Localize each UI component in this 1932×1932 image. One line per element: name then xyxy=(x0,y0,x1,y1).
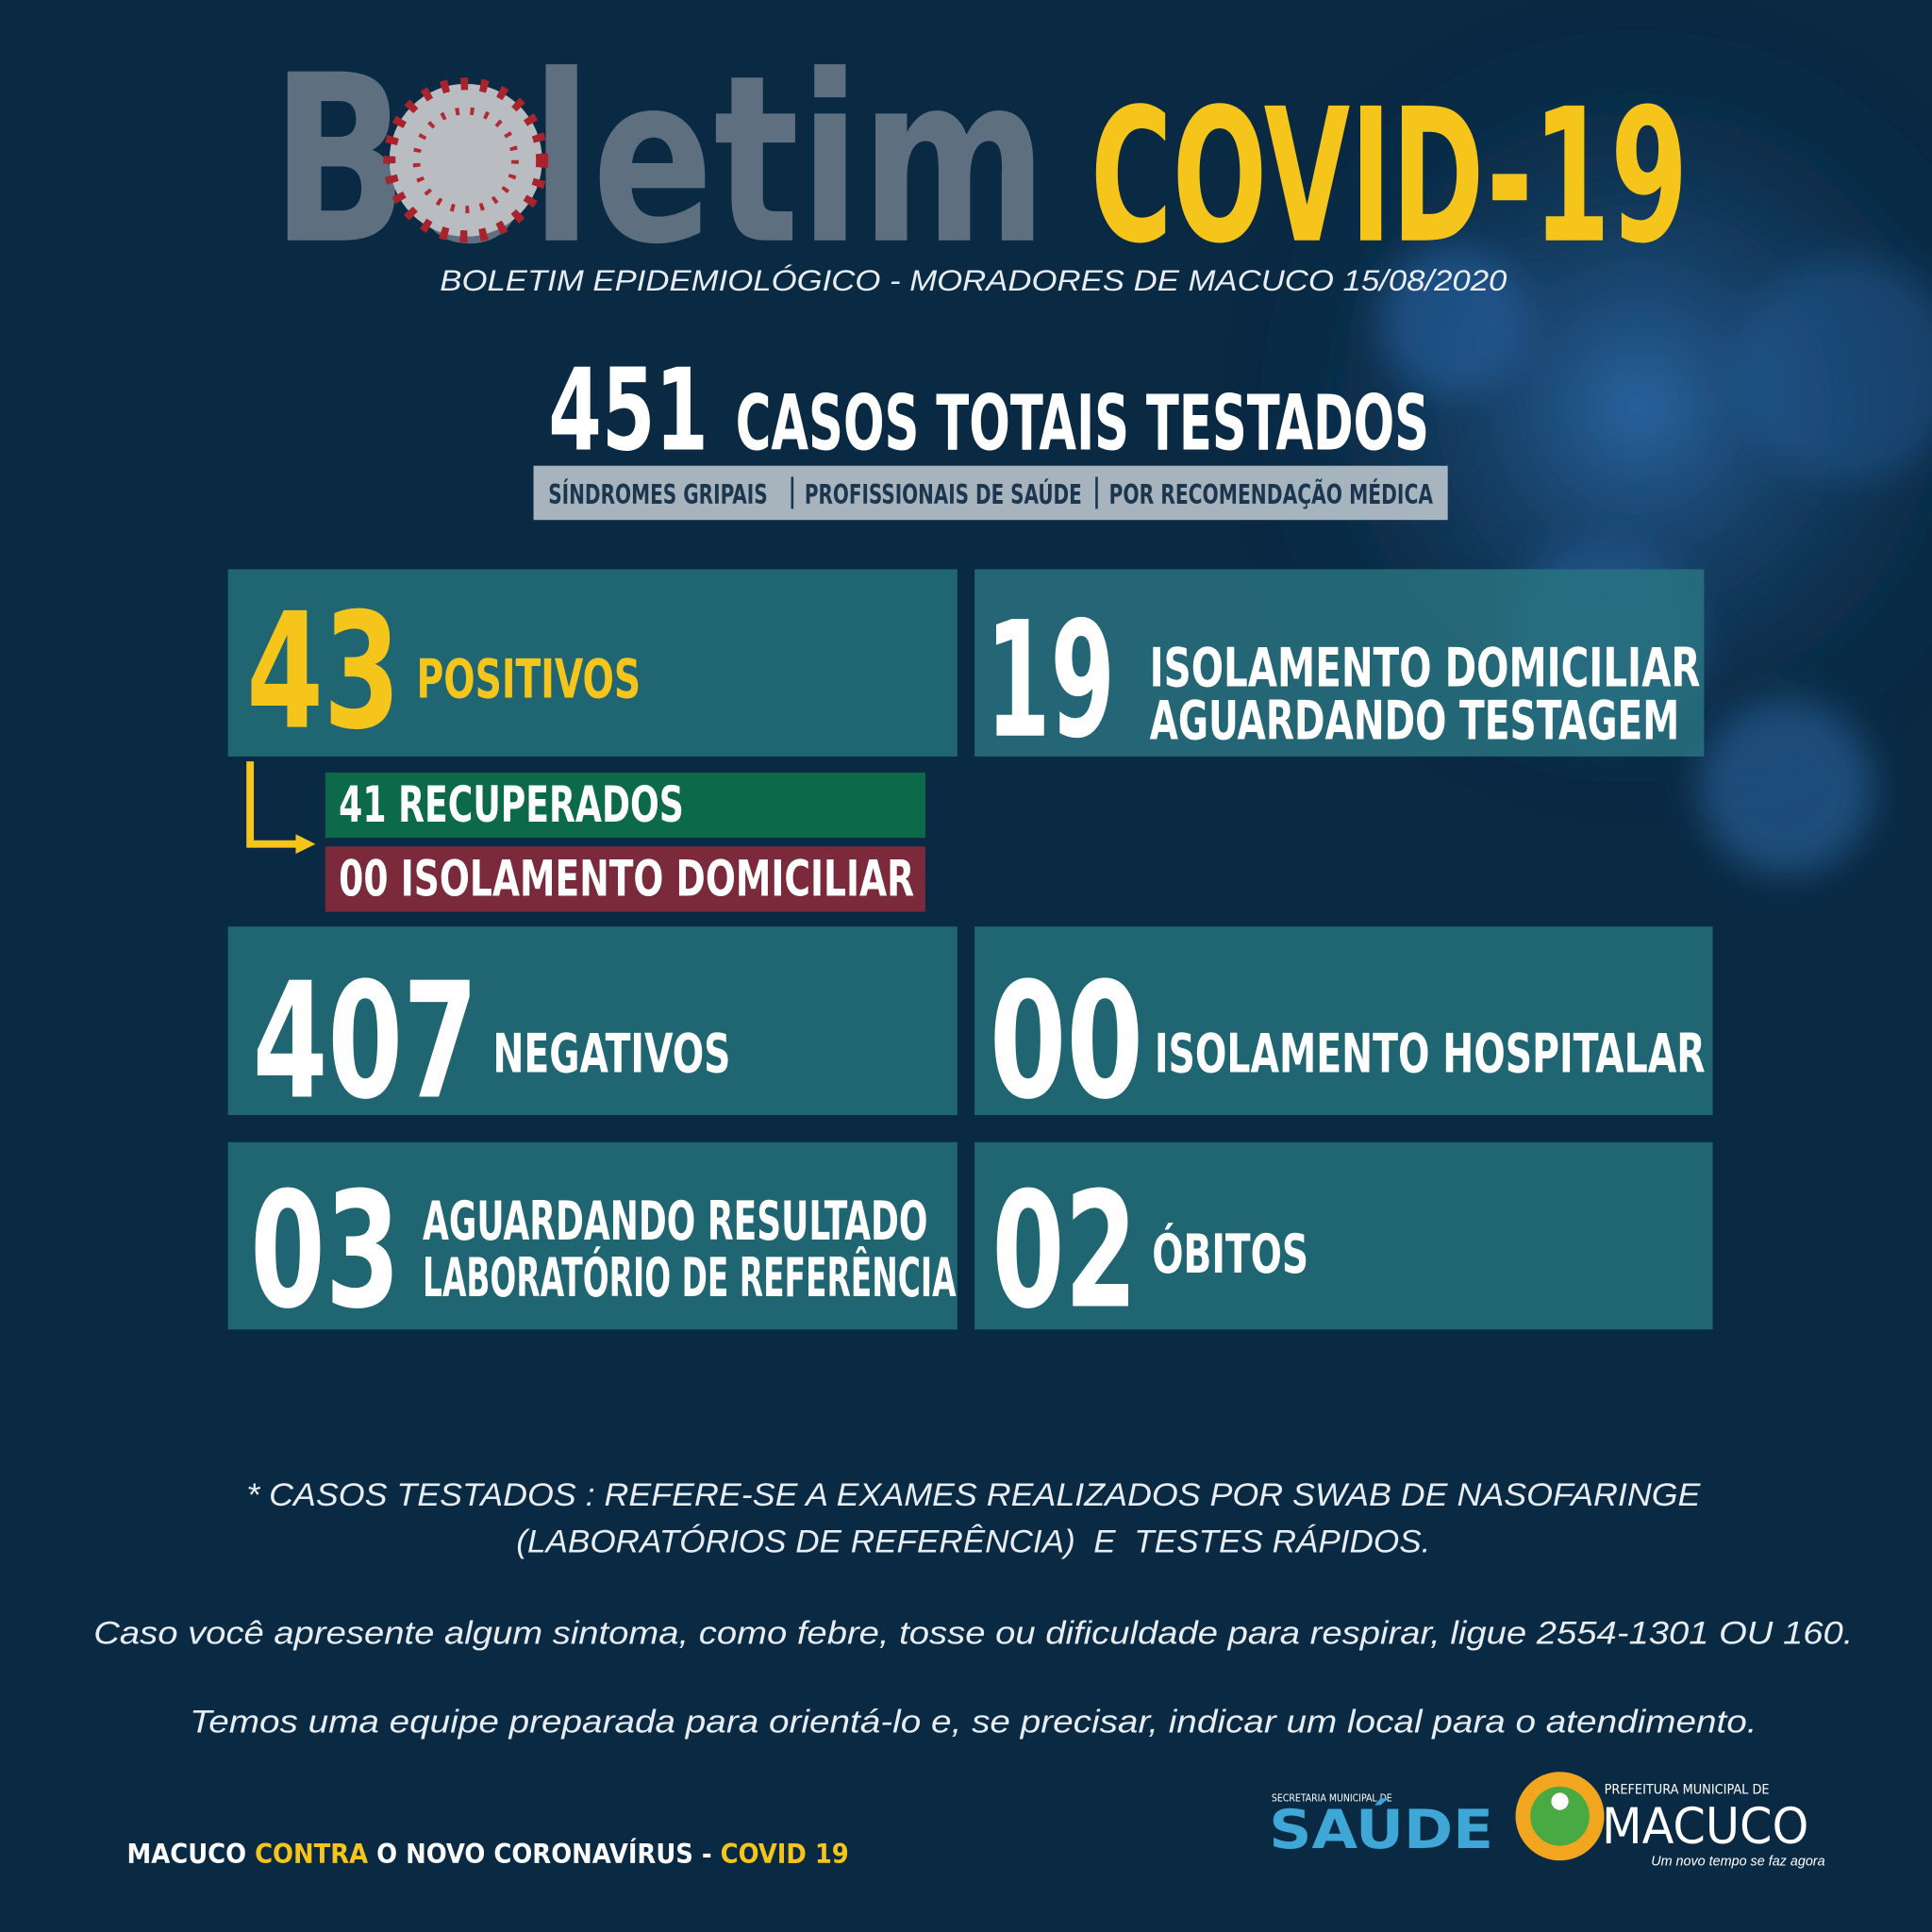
card-label: LABORATÓRIO DE REFERÊNCIA xyxy=(423,1245,957,1309)
title-highlight: COVID-19 xyxy=(1091,70,1688,285)
card xyxy=(227,1141,958,1330)
criteria-bar xyxy=(533,465,1448,521)
arrow xyxy=(246,761,299,848)
logo-motto: Um novo tempo se faz agora xyxy=(1651,1854,1824,1869)
virus-spots xyxy=(412,107,519,213)
note: Temos uma equipe preparada para orientá-… xyxy=(190,1704,1757,1740)
slogan: MACUCO CONTRA O NOVO CORONAVÍRUS - COVID… xyxy=(127,1838,849,1870)
card-number: 00 xyxy=(990,948,1143,1135)
total-number: 451 xyxy=(548,345,708,477)
card-label: ÓBITOS xyxy=(1152,1222,1308,1286)
note: * CASOS TESTADOS : REFERE-SE A EXAMES RE… xyxy=(246,1477,1701,1513)
card xyxy=(974,569,1705,757)
slogan-part: MACUCO xyxy=(127,1838,247,1870)
card-number: 43 xyxy=(246,579,400,766)
recovered-bar xyxy=(325,772,925,839)
card-number: 03 xyxy=(250,1158,400,1344)
card-label: ISOLAMENTO HOSPITALAR xyxy=(1155,1022,1706,1085)
criteria-item: PROFISSIONAIS DE SAÚDE xyxy=(805,478,1082,510)
card-number: 407 xyxy=(253,948,478,1135)
logo-emblem xyxy=(1551,1792,1569,1810)
logo-emblem xyxy=(1530,1786,1590,1846)
logo-caption: SECRETARIA MUNICIPAL DE xyxy=(1272,1793,1392,1805)
arrow-head xyxy=(295,834,316,855)
criteria-item: SÍNDROMES GRIPAIS xyxy=(548,478,767,510)
logo-text: MACUCO xyxy=(1602,1799,1808,1856)
card xyxy=(974,926,1713,1116)
note: (LABORATÓRIOS DE REFERÊNCIA) E TESTES RÁ… xyxy=(516,1524,1430,1560)
card-label: POSITIVOS xyxy=(416,647,641,710)
card-label: AGUARDANDO TESTAGEM xyxy=(1150,690,1680,753)
virus-spike xyxy=(1379,246,1528,394)
virus-spike xyxy=(1700,702,1874,875)
total-label: CASOS TOTAIS TESTADOS xyxy=(736,380,1429,469)
criteria-item: POR RECOMENDAÇÃO MÉDICA xyxy=(1109,478,1434,510)
logo-caption: PREFEITURA MUNICIPAL DE xyxy=(1605,1783,1770,1798)
note: Caso você apresente algum sintoma, como … xyxy=(93,1615,1853,1651)
card xyxy=(227,926,958,1116)
card-number: 02 xyxy=(991,1158,1137,1344)
virus-body xyxy=(383,77,549,243)
card xyxy=(974,1141,1713,1330)
virus-spike xyxy=(1737,258,1932,481)
card-number: 19 xyxy=(986,588,1115,774)
subtitle: BOLETIM EPIDEMIOLÓGICO - MORADORES DE MA… xyxy=(440,264,1507,297)
card xyxy=(227,569,958,757)
logo-text: SAÚDE xyxy=(1269,1797,1493,1861)
card-label: ISOLAMENTO DOMICILIAR xyxy=(1150,637,1701,700)
slogan-part: COVID 19 xyxy=(721,1838,849,1870)
recovered-label: 41 RECUPERADOS xyxy=(339,777,684,834)
isolation-label: 00 ISOLAMENTO DOMICILIAR xyxy=(339,852,914,908)
slogan-part: CONTRA xyxy=(255,1838,368,1870)
macuco-logo: PREFEITURA MUNICIPAL DE MACUCO Um novo t… xyxy=(1515,1772,1825,1869)
card-label: AGUARDANDO RESULTADO xyxy=(423,1190,928,1253)
saude-logo: SECRETARIA MUNICIPAL DE SAÚDE xyxy=(1269,1793,1493,1862)
card-label: NEGATIVOS xyxy=(492,1022,730,1085)
slogan-part: O NOVO CORONAVÍRUS - xyxy=(376,1838,711,1870)
virus-icon xyxy=(383,77,549,243)
isolation-bar xyxy=(325,846,925,912)
